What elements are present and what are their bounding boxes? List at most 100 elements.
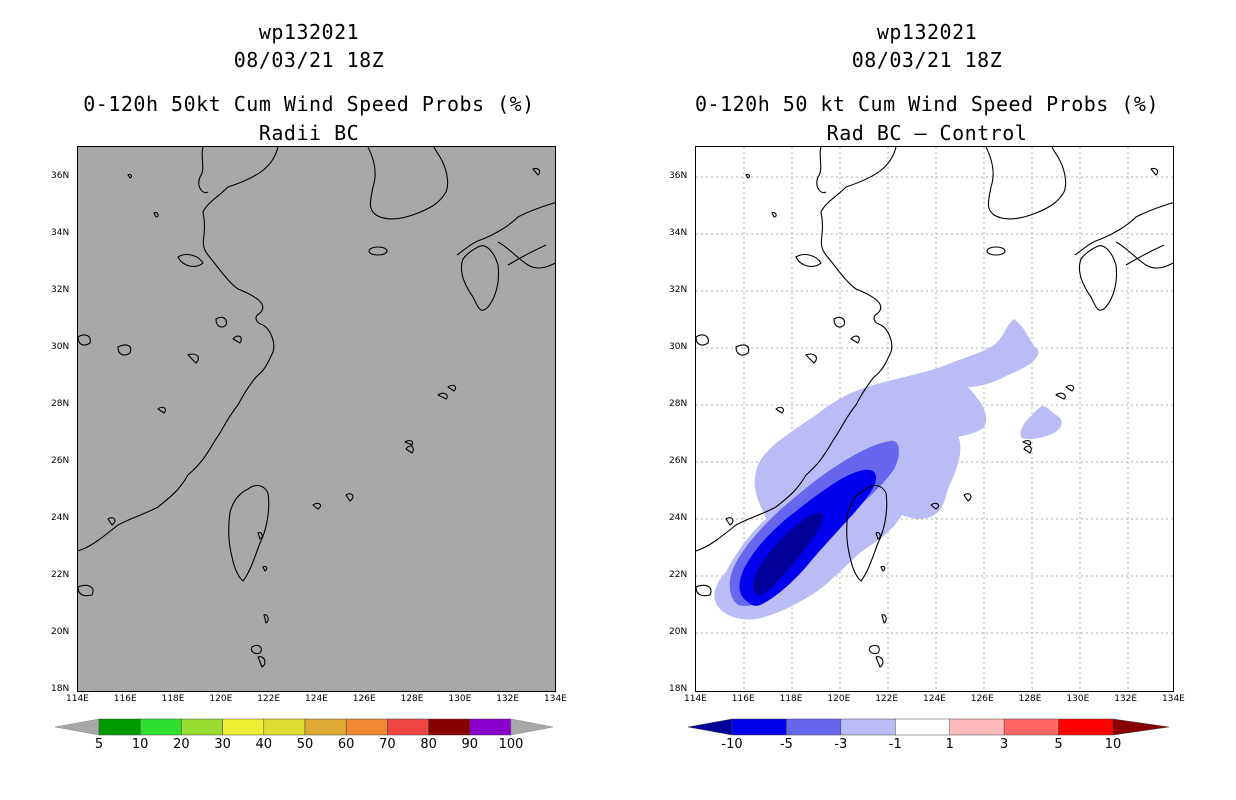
contour-minus1-east	[1020, 406, 1062, 440]
left-lat-label: 32N	[51, 285, 70, 295]
right-date: 08/03/21 18Z	[851, 48, 1003, 72]
right-lon-label: 118E	[779, 694, 803, 704]
left-colorbar-label: 30	[214, 737, 231, 752]
left-colorbar	[55, 718, 554, 736]
left-colorbar-swatch	[181, 718, 223, 736]
left-lat-label: 30N	[51, 342, 70, 352]
left-coastline-layer	[78, 147, 555, 668]
left-colorbar-high-arrow	[510, 718, 554, 736]
right-colorbar-label: -5	[779, 737, 793, 752]
right-lat-label: 28N	[669, 399, 688, 409]
left-lon-label: 120E	[209, 694, 233, 704]
right-lon-label: 124E	[923, 694, 946, 704]
right-colorbar-swatch	[1003, 718, 1059, 736]
left-lat-label: 36N	[51, 171, 70, 181]
grid-lines	[696, 147, 1173, 691]
right-lon-label: 120E	[827, 694, 851, 704]
left-colorbar-swatch	[469, 718, 512, 736]
right-lon-label: 128E	[1018, 694, 1042, 704]
left-storm-id: wp132021	[258, 20, 360, 44]
left-colorbar-label: 70	[379, 737, 396, 752]
right-panel: wp132021 08/03/21 18Z 0-120h 50 kt Cum W…	[618, 0, 1236, 800]
left-lat-label: 18N	[51, 684, 70, 694]
right-colorbar-swatch	[895, 718, 950, 736]
right-lon-label: 132E	[1114, 694, 1138, 704]
right-product-title: 0-120h 50 kt Cum Wind Speed Probs (%)	[694, 92, 1160, 116]
right-colorbar-swatch	[949, 718, 1005, 736]
right-subtitle: Rad BC – Control	[826, 121, 1028, 145]
left-lat-label: 22N	[51, 570, 70, 580]
right-lat-label: 32N	[669, 285, 688, 295]
left-lon-label: 118E	[161, 694, 185, 704]
right-lat-label: 24N	[669, 513, 688, 523]
left-colorbar-label: 80	[420, 737, 437, 752]
left-colorbar-swatch	[345, 718, 388, 736]
left-lon-label: 126E	[352, 694, 376, 704]
left-colorbar-swatch	[139, 718, 182, 736]
right-lat-label: 36N	[669, 171, 688, 181]
left-colorbar-label: 100	[498, 737, 524, 752]
left-product-title: 0-120h 50kt Cum Wind Speed Probs (%)	[83, 92, 535, 116]
right-colorbar-swatch	[731, 718, 787, 736]
right-lat-label: 18N	[669, 684, 688, 694]
left-colorbar-swatch	[98, 718, 141, 736]
right-lon-label: 130E	[1066, 694, 1090, 704]
left-lon-label: 122E	[257, 694, 281, 704]
left-colorbar-label: 40	[255, 737, 273, 752]
left-lon-label: 132E	[496, 694, 520, 704]
left-colorbar-label: 5	[94, 737, 104, 752]
left-lon-label: 130E	[448, 694, 472, 704]
right-lon-label: 134E	[1162, 694, 1185, 704]
left-colorbar-low-arrow	[55, 718, 100, 736]
right-colorbar-swatch	[1058, 718, 1114, 736]
right-colorbar-swatch	[786, 718, 842, 736]
right-lon-label: 114E	[684, 694, 707, 704]
left-map	[77, 146, 556, 692]
left-lat-label: 20N	[51, 627, 70, 637]
right-map-layers	[696, 147, 1173, 691]
left-colorbar-label: 20	[173, 737, 190, 752]
right-lon-label: 122E	[875, 694, 899, 704]
right-colorbar-swatch	[1112, 718, 1170, 736]
left-colorbar-swatch	[222, 718, 265, 736]
right-lat-label: 30N	[669, 342, 688, 352]
right-colorbar-label: 10	[1104, 737, 1122, 752]
left-lon-label: 134E	[544, 694, 567, 704]
left-date: 08/03/21 18Z	[233, 48, 385, 72]
right-colorbar-swatch	[840, 718, 896, 736]
right-lon-label: 116E	[731, 694, 755, 704]
left-colorbar-swatch	[263, 718, 306, 736]
right-lat-label: 20N	[669, 627, 688, 637]
left-panel: wp132021 08/03/21 18Z 0-120h 50kt Cum Wi…	[51, 20, 567, 752]
right-colorbar-label: -3	[834, 737, 848, 752]
right-colorbar-swatch	[687, 718, 733, 736]
left-lon-label: 128E	[400, 694, 424, 704]
right-lat-label: 26N	[669, 456, 688, 466]
right-colorbar-label: 5	[1054, 737, 1063, 752]
left-colorbar-label: 50	[296, 737, 314, 752]
left-colorbar-swatch	[304, 718, 347, 736]
right-lat-label: 34N	[669, 228, 688, 238]
left-colorbar-label: 10	[131, 737, 149, 752]
right-colorbar-label: -1	[888, 737, 902, 752]
left-lat-label: 28N	[51, 399, 70, 409]
left-colorbar-label: 90	[461, 737, 479, 752]
right-colorbar-label: 3	[1000, 737, 1009, 752]
right-lon-label: 126E	[970, 694, 994, 704]
right-colorbar-label: 1	[945, 737, 954, 752]
right-map	[695, 146, 1174, 692]
right-storm-id: wp132021	[876, 20, 978, 44]
contour-minus10	[753, 512, 824, 596]
left-lon-label: 124E	[305, 694, 328, 704]
left-lat-label: 24N	[51, 513, 70, 523]
left-lat-label: 34N	[51, 228, 70, 238]
right-colorbar	[687, 718, 1170, 736]
left-colorbar-swatch	[428, 718, 471, 736]
left-lon-label: 114E	[66, 694, 89, 704]
left-subtitle: Radii BC	[258, 121, 360, 145]
right-colorbar-label: -10	[721, 737, 743, 752]
right-lat-label: 22N	[669, 570, 688, 580]
left-colorbar-swatch	[387, 718, 429, 736]
left-lat-label: 26N	[51, 456, 70, 466]
left-colorbar-label: 60	[337, 737, 355, 752]
